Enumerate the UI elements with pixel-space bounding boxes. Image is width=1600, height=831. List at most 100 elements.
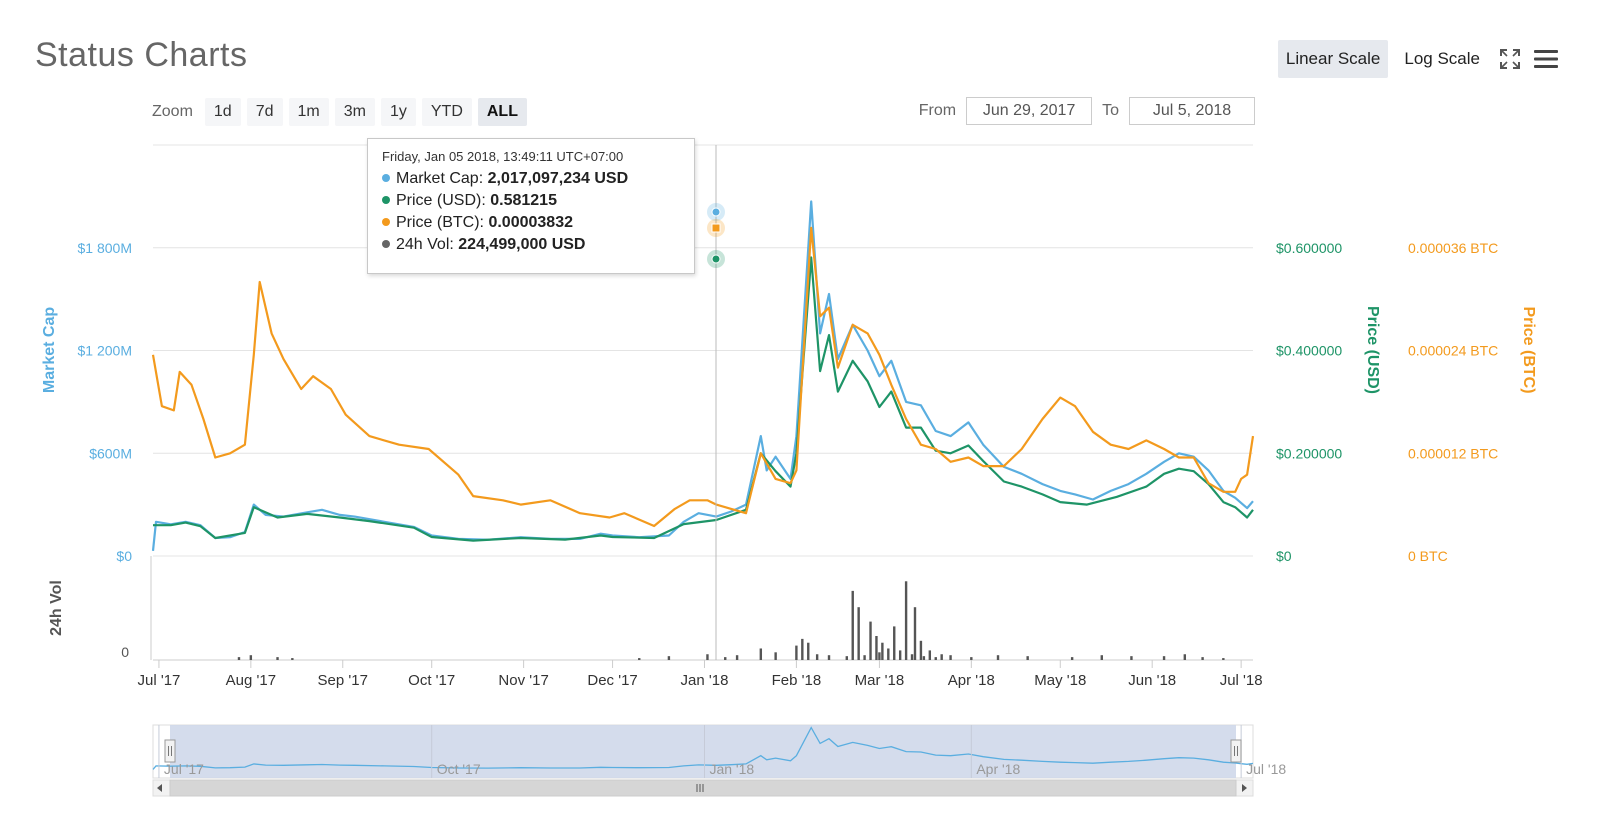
volume-bar-2 [276, 657, 279, 660]
tooltip-row-market-cap: Market Cap: 2,017,097,234 USD [382, 168, 680, 190]
x-tick-label-5: Dec '17 [587, 672, 637, 689]
price-btc-tick-0: 0 BTC [1408, 548, 1448, 564]
x-tick-label-0: Jul '17 [137, 672, 180, 689]
tooltip-price-usd-value: 0.581215 [490, 192, 557, 209]
x-tick-label-12: Jul '18 [1220, 672, 1263, 689]
volume-bar-26 [857, 607, 860, 660]
tooltip-row-price-btc: Price (BTC): 0.00003832 [382, 212, 680, 234]
tooltip-volume-value: 224,499,000 USD [458, 236, 586, 253]
market-cap-tick-3: $1 800M [78, 240, 132, 256]
zoom-ytd-button[interactable]: YTD [421, 98, 472, 126]
x-tick-label-1: Aug '17 [226, 672, 276, 689]
volume-bar-9 [759, 648, 763, 660]
volume-bar-40 [1100, 655, 1103, 660]
price-usd-tick-0: $0 [1276, 548, 1292, 564]
volume-bar-33 [919, 640, 923, 660]
volume-bar-39 [1070, 657, 1074, 660]
price-btc-axis-title: Price (BTC) [1520, 306, 1537, 393]
price-btc-tick-2: 0.000024 BTC [1408, 343, 1498, 359]
scroll-left-arrow-icon[interactable] [157, 784, 162, 792]
chart-toolbar: Linear Scale Log Scale [1277, 40, 1560, 78]
volume-bar-34 [928, 650, 932, 660]
navigator-label-3: Apr '18 [976, 761, 1020, 777]
volume-bar-19 [898, 650, 902, 660]
volume-bar-21 [922, 656, 926, 660]
log-scale-button[interactable]: Log Scale [1404, 49, 1480, 68]
x-tick-label-9: Apr '18 [948, 672, 995, 689]
volume-bar-32 [913, 607, 917, 660]
volume-bar-23 [949, 655, 952, 660]
x-tick-label-7: Feb '18 [772, 672, 822, 689]
volume-bar-22 [934, 657, 937, 660]
market-cap-tick-0: $0 [116, 548, 132, 564]
navigator-right-handle[interactable] [1230, 739, 1242, 763]
volume-bar-20 [910, 654, 914, 660]
volume-bar-31 [904, 581, 908, 660]
zoom-1d-button[interactable]: 1d [204, 98, 241, 126]
market-cap-dot-icon [382, 174, 390, 182]
to-label: To [1102, 102, 1119, 119]
page-title: Status Charts [35, 36, 248, 74]
volume-bar-37 [996, 655, 1000, 660]
hover-marker-market-cap [711, 207, 721, 217]
navigator-label-2: Jan '18 [709, 761, 754, 777]
x-tick-label-6: Jan '18 [681, 672, 729, 689]
navigator-left-handle[interactable] [164, 739, 176, 763]
volume-bar-17 [878, 652, 881, 660]
tooltip-row-volume: 24h Vol: 224,499,000 USD [382, 234, 680, 256]
navigator-label-1: Oct '17 [437, 761, 481, 777]
tooltip-date: Friday, Jan 05 2018, 13:49:11 UTC+07:00 [382, 149, 624, 164]
x-tick-label-10: May '18 [1034, 672, 1086, 689]
zoom-label: Zoom [152, 103, 193, 120]
zoom-1m-button[interactable]: 1m [288, 98, 329, 126]
price-usd-axis-title: Price (USD) [1364, 306, 1381, 394]
price-usd-dot-icon [382, 196, 390, 204]
volume-bar-1 [249, 655, 253, 660]
volume-bar-6 [706, 654, 709, 660]
volume-bar-42 [1162, 656, 1166, 660]
volume-bar-12 [801, 638, 804, 660]
volume-bar-7 [724, 657, 727, 660]
fullscreen-icon[interactable] [1496, 45, 1524, 73]
hover-marker-price-usd [711, 254, 721, 264]
navigator-label-0: Jul '17 [164, 761, 204, 777]
price-btc-dot-icon [382, 218, 390, 226]
price-usd-tick-3: $0.600000 [1276, 240, 1342, 256]
scroll-right-arrow-icon[interactable] [1242, 784, 1247, 792]
navigator-line [152, 726, 1254, 770]
x-tick-label-11: Jun '18 [1128, 672, 1176, 689]
from-label: From [918, 102, 957, 119]
market-cap-axis-title: Market Cap [41, 307, 58, 393]
volume-bar-14 [815, 654, 819, 660]
volume-bar-5 [667, 656, 671, 660]
volume-bar-29 [881, 642, 884, 660]
x-tick-label-3: Oct '17 [408, 672, 455, 689]
to-date-input[interactable] [1129, 97, 1255, 125]
zoom-1y-button[interactable]: 1y [380, 98, 416, 126]
volume-bar-3 [291, 658, 294, 660]
tooltip-price-btc-value: 0.00003832 [488, 214, 573, 231]
volume-bar-43 [1183, 654, 1187, 660]
market-cap-line [151, 200, 1254, 552]
volume-bar-36 [970, 657, 973, 660]
zoom-all-button[interactable]: ALL [477, 98, 527, 126]
x-tick-label-2: Sep '17 [318, 672, 368, 689]
volume-bar-28 [875, 636, 878, 660]
from-date-input[interactable] [966, 97, 1093, 125]
volume-bar-10 [774, 652, 777, 660]
linear-scale-button[interactable]: Linear Scale [1277, 40, 1389, 78]
zoom-3m-button[interactable]: 3m [334, 98, 375, 126]
volume-bar-0 [237, 657, 241, 660]
chart-tooltip: Friday, Jan 05 2018, 13:49:11 UTC+07:00 … [367, 138, 695, 274]
volume-bar-27 [869, 621, 872, 660]
price-usd-tick-2: $0.400000 [1276, 343, 1342, 359]
market-cap-tick-1: $600M [89, 445, 132, 461]
zoom-bar: Zoom 1d 7d 1m 3m 1y YTD ALL [152, 98, 527, 126]
zoom-7d-button[interactable]: 7d [246, 98, 283, 126]
volume-tick-0: 0 [121, 644, 129, 660]
hover-marker-price-btc [711, 223, 721, 233]
navigator-label-4: Jul '18 [1246, 761, 1286, 777]
volume-bar-8 [735, 655, 739, 660]
hamburger-menu-icon[interactable] [1532, 45, 1560, 73]
